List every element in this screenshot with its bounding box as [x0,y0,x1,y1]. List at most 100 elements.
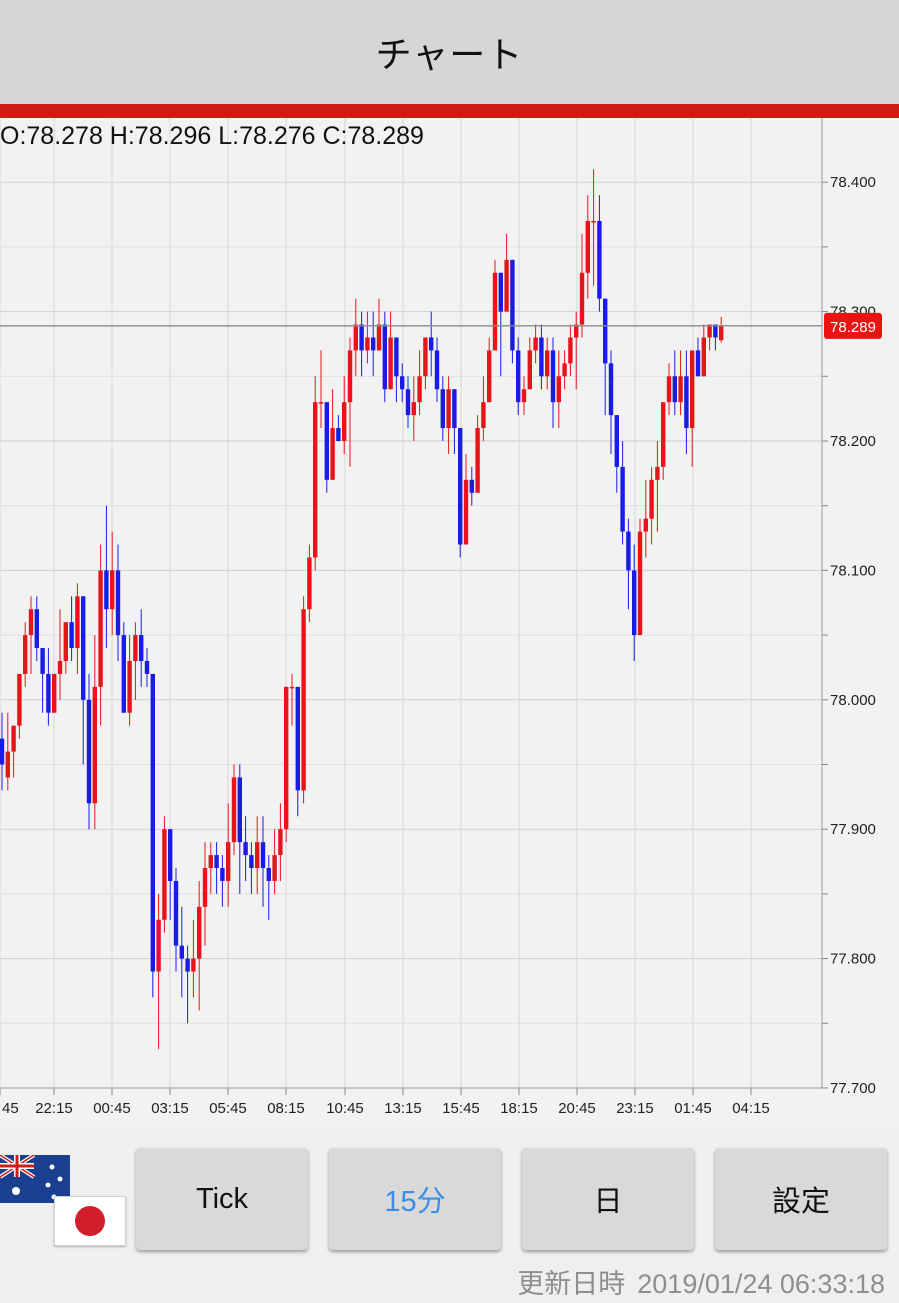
candle [185,945,190,1024]
candle [5,712,10,791]
candle [707,324,712,351]
x-tick-label: 18:15 [500,1100,538,1117]
candle [533,324,538,364]
candle [208,842,213,894]
x-tick-label: 45 [2,1100,19,1117]
candle [92,635,97,830]
candle [260,816,266,907]
currency-pair-flags[interactable] [0,1152,130,1247]
candlestick-chart[interactable]: 45 22:15 00:45 03:15 05:45 08:15 10:45 13:15 15:… [0,118,899,1128]
candle [52,673,57,713]
app-header: チャート [0,0,899,104]
x-tick-label: 01:45 [674,1100,712,1117]
candle [324,402,329,493]
candle [144,648,150,687]
updated-time: 2019/01/24 06:33:18 [637,1269,885,1299]
candle [226,803,231,907]
candle [475,415,480,493]
candle [458,428,463,558]
candle [637,518,643,636]
candle [498,272,503,377]
current-price-badge [824,312,882,339]
candle [481,376,486,441]
y-tick-label: 77.700 [830,1080,876,1097]
candle [168,829,173,920]
candle [469,466,474,506]
x-tick-label: 13:15 [384,1100,422,1117]
candle [23,622,28,687]
candle [34,596,39,661]
candle [701,324,706,377]
australia-flag-icon [0,1155,70,1203]
candle [417,350,422,416]
settings-button[interactable]: 設定 [715,1148,887,1250]
candle [434,337,440,403]
candle [307,544,312,623]
candle [545,337,550,390]
x-tick-label: 08:15 [267,1100,305,1117]
candle [150,673,155,998]
candle [179,906,184,998]
candle [446,376,451,454]
x-tick-label: 00:45 [93,1100,131,1117]
x-tick-label: 10:45 [326,1100,364,1117]
candle [104,505,109,649]
ohlc-readout: O:78.278 H:78.296 L:78.276 C:78.289 [0,122,424,150]
candle [574,311,579,390]
candle [579,233,585,338]
candle [452,389,457,454]
candle [394,337,399,403]
candle [202,842,208,946]
candle [278,803,283,881]
candle [400,363,405,403]
candle [719,316,724,343]
candle [17,673,22,739]
y-tick-label: 78.400 [830,174,876,191]
candle [110,531,115,636]
page-title: チャート [375,35,524,76]
15min-button[interactable]: 15分 [329,1148,501,1250]
candle [11,725,16,778]
candle [98,544,103,726]
candle [81,596,86,765]
candle [313,376,318,571]
tick-button[interactable]: Tick [136,1148,308,1250]
candle [672,350,677,416]
candle [249,842,254,894]
candle [28,596,34,674]
candle [614,415,619,493]
y-tick-label: 78.100 [830,562,876,579]
candle [585,195,590,299]
candle [539,324,544,390]
candle [608,350,614,454]
candle [562,350,567,390]
candle [591,169,596,286]
candle [423,337,428,390]
candle [0,712,5,791]
candle [347,337,353,467]
candle [127,635,132,726]
candle [359,311,364,377]
japan-flag-icon [54,1196,126,1246]
candle [487,337,492,403]
day-button[interactable]: 日 [522,1148,694,1250]
candle [197,880,202,1011]
chart-area[interactable]: 45 22:15 00:45 03:15 05:45 08:15 10:45 13:15 15:… [0,118,899,1128]
candle [266,855,271,920]
candle [318,350,324,429]
candle [492,259,498,351]
candle [684,350,689,454]
candle [69,596,74,661]
candle [46,648,51,726]
candle [661,402,666,480]
candle [597,195,602,312]
candle [220,855,225,907]
candle [133,622,138,700]
candle [342,376,347,454]
candle [295,686,300,817]
current-price-label: 78.289 [830,319,876,336]
candle [382,311,387,403]
x-tick-label: 03:15 [151,1100,189,1117]
candle [568,324,573,377]
candle [272,829,277,894]
